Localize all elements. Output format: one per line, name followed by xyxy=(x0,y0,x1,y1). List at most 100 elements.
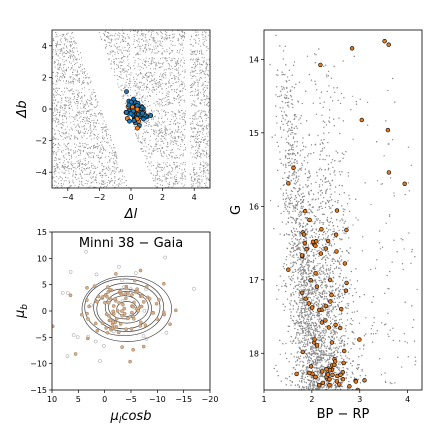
field-star xyxy=(60,50,62,52)
field-star xyxy=(207,95,209,97)
field-star xyxy=(81,169,83,171)
field-star xyxy=(197,181,199,184)
field-star xyxy=(202,88,204,90)
field-star xyxy=(82,118,84,121)
field-star xyxy=(120,171,122,173)
field-star xyxy=(206,98,208,100)
field-star xyxy=(57,121,59,123)
sky-x-tick-label: −2 xyxy=(94,193,106,202)
pm-member-star xyxy=(117,301,121,305)
field-star xyxy=(65,131,68,133)
field-star xyxy=(125,70,127,72)
field-star xyxy=(94,165,96,168)
field-star xyxy=(64,163,66,165)
field-star xyxy=(189,72,192,74)
field-star xyxy=(105,132,107,134)
field-star xyxy=(138,88,140,90)
field-star xyxy=(154,175,156,177)
field-star xyxy=(116,156,118,159)
field-star xyxy=(154,143,156,145)
field-star xyxy=(110,42,112,44)
field-star xyxy=(154,134,156,136)
field-star xyxy=(93,106,95,108)
field-star xyxy=(148,112,150,114)
field-star xyxy=(120,73,122,75)
field-star xyxy=(177,77,179,79)
field-star xyxy=(189,53,192,55)
field-star xyxy=(69,82,71,84)
field-star xyxy=(145,123,148,125)
field-star xyxy=(116,67,118,70)
field-star xyxy=(180,136,182,138)
field-star xyxy=(55,42,57,44)
field-star xyxy=(67,143,69,145)
field-star xyxy=(166,39,168,41)
field-star xyxy=(122,32,124,34)
field-star xyxy=(108,36,110,38)
field-star xyxy=(100,110,102,112)
field-star xyxy=(75,156,77,158)
field-star xyxy=(103,168,105,170)
field-star xyxy=(161,116,163,118)
field-star xyxy=(56,185,58,187)
field-star xyxy=(170,85,172,87)
field-star xyxy=(79,172,81,174)
field-star xyxy=(60,41,62,43)
field-star xyxy=(156,138,158,140)
field-star xyxy=(89,172,91,174)
field-star xyxy=(85,157,87,160)
field-star xyxy=(162,63,164,65)
field-star xyxy=(139,72,142,74)
pm-field-star xyxy=(142,308,147,313)
field-star xyxy=(107,128,109,130)
field-star xyxy=(129,82,131,85)
field-star xyxy=(74,69,76,71)
field-star xyxy=(181,176,183,178)
field-star xyxy=(205,186,208,188)
field-star xyxy=(173,182,175,184)
field-star xyxy=(159,164,161,166)
field-star xyxy=(150,145,152,147)
field-star xyxy=(153,46,155,48)
field-star xyxy=(125,184,128,186)
field-star xyxy=(92,144,95,146)
field-star xyxy=(168,91,170,93)
field-star xyxy=(149,48,152,50)
field-star xyxy=(93,146,95,148)
field-star xyxy=(175,61,177,63)
field-star xyxy=(202,124,204,126)
field-star xyxy=(158,103,160,105)
field-star xyxy=(205,46,207,48)
field-star xyxy=(170,141,172,143)
field-star xyxy=(105,35,107,38)
field-star xyxy=(89,171,92,173)
field-star xyxy=(168,101,171,103)
field-star xyxy=(115,152,117,154)
field-star xyxy=(93,152,95,154)
field-star xyxy=(144,138,146,140)
field-star xyxy=(86,164,88,166)
field-star xyxy=(197,111,199,113)
field-star xyxy=(61,48,63,50)
field-star xyxy=(70,97,72,99)
field-star xyxy=(179,154,181,156)
field-star xyxy=(203,91,205,93)
field-star xyxy=(173,100,176,102)
field-star xyxy=(68,116,70,118)
field-star xyxy=(193,126,195,128)
field-star xyxy=(80,116,82,118)
field-star xyxy=(80,70,82,72)
field-star xyxy=(203,41,206,43)
field-star xyxy=(61,98,63,100)
field-star xyxy=(151,79,153,82)
field-star xyxy=(205,150,207,152)
field-star xyxy=(116,161,118,163)
field-star xyxy=(193,135,195,137)
pm-member-star xyxy=(85,298,89,302)
field-star xyxy=(68,172,70,175)
field-star xyxy=(204,111,206,113)
field-star xyxy=(200,154,202,156)
field-star xyxy=(115,155,117,157)
field-star xyxy=(156,171,158,173)
field-star xyxy=(154,81,156,83)
